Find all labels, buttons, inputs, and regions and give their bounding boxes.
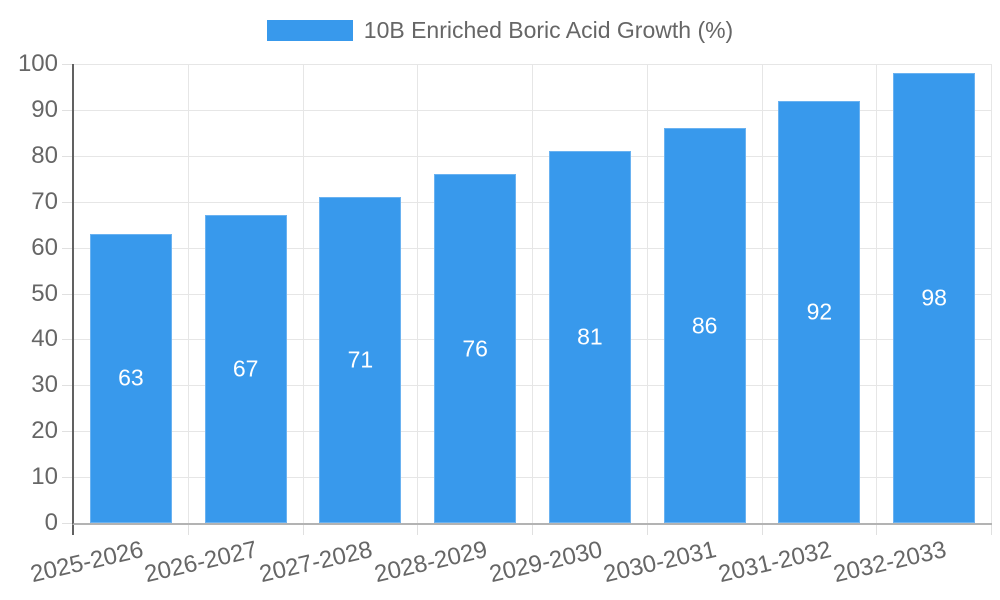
gridline	[74, 431, 992, 433]
bar-value-label: 92	[806, 298, 833, 325]
gridline	[74, 247, 992, 249]
gridline	[74, 109, 992, 111]
bar-value-label: 81	[577, 323, 603, 350]
bar-slot: 92	[763, 64, 878, 523]
bar: 67	[204, 215, 287, 523]
bar-value-label: 67	[232, 355, 259, 382]
gridline	[74, 201, 992, 203]
bar-slot: 67	[189, 64, 304, 523]
y-tick-label: 0	[44, 509, 58, 536]
x-tick-label: 2032-2033	[830, 536, 949, 589]
bars-layer: 63 67 71 76 81 86 92 98	[74, 64, 992, 523]
gridline	[74, 155, 992, 157]
bar-value-label: 63	[118, 364, 144, 391]
legend-label: 10B Enriched Boric Acid Growth (%)	[363, 17, 734, 43]
x-tick-label: 2029-2030	[486, 536, 605, 589]
bar-value-label: 86	[691, 312, 718, 339]
x-tick-label: 2028-2029	[371, 536, 490, 589]
bar: 98	[893, 73, 976, 523]
y-tick-label: 30	[31, 371, 58, 399]
gridline	[74, 477, 992, 479]
legend-swatch	[266, 19, 353, 41]
bar-slot: 81	[533, 64, 648, 523]
horizontal-gridlines	[74, 64, 992, 523]
y-tick-label: 80	[31, 141, 58, 169]
gridline	[74, 339, 992, 341]
x-tick-label: 2026-2027	[142, 536, 261, 589]
y-tick-label: 40	[31, 325, 58, 353]
y-tick-label: 20	[31, 417, 58, 445]
gridline	[74, 293, 992, 295]
chart-legend: 10B Enriched Boric Acid Growth (%)	[0, 17, 1000, 43]
x-tick-label: 2030-2031	[601, 536, 720, 589]
bar-value-label: 98	[921, 284, 947, 311]
y-tick-label: 90	[31, 95, 58, 123]
bar: 71	[319, 197, 402, 523]
y-tick-label: 10	[31, 463, 58, 491]
gridline	[74, 385, 992, 387]
bar-value-label: 76	[462, 335, 488, 362]
y-tick-label: 70	[31, 187, 58, 215]
plot-area: 63 67 71 76 81 86 92 98	[72, 64, 992, 525]
y-tick-label: 50	[31, 279, 58, 307]
bar-slot: 71	[304, 64, 419, 523]
bar-slot: 98	[877, 64, 992, 523]
bar: 76	[434, 174, 517, 523]
x-tick-label: 2027-2028	[257, 536, 375, 589]
y-axis-labels: 0 10 20 30 40 50 60 70 80 90 100	[0, 50, 58, 536]
bar: 63	[89, 233, 172, 523]
bar-slot: 86	[648, 64, 763, 523]
bar-slot: 76	[418, 64, 533, 523]
x-tick-label: 2025-2026	[27, 536, 146, 589]
x-tick-label: 2031-2032	[716, 536, 834, 589]
y-tick-label: 60	[31, 233, 58, 261]
bar-slot: 63	[74, 64, 189, 523]
bar: 81	[548, 151, 631, 523]
bar: 92	[778, 100, 861, 523]
y-tick-label: 100	[17, 50, 58, 77]
bar: 86	[663, 128, 746, 523]
bar-value-label: 71	[347, 346, 374, 373]
gridline	[74, 64, 992, 65]
